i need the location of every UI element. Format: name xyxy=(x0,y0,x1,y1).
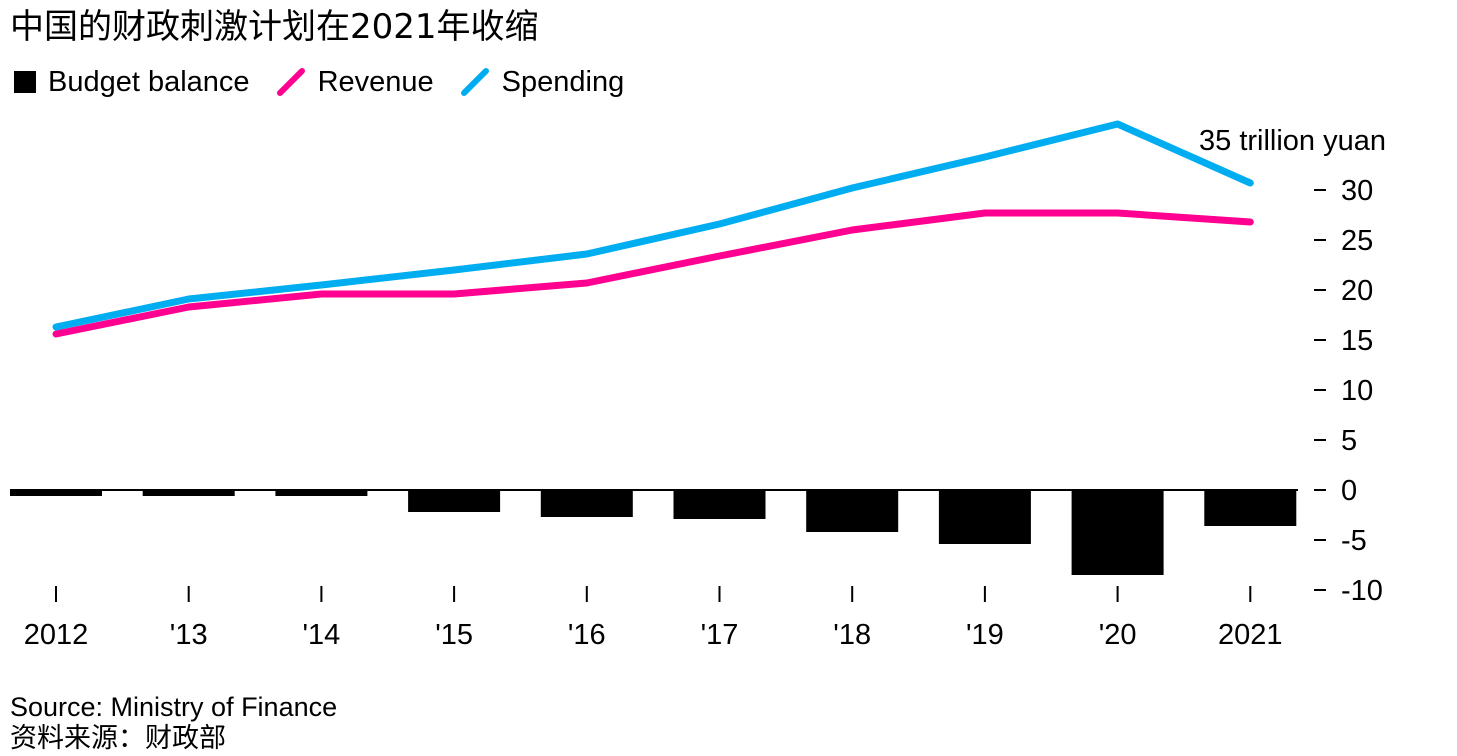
bar-budget-balance-4 xyxy=(540,490,633,517)
chart-plot: 35 trillion yuan 30 25 20 15 10 5 0 -5 -10 2012 '13… xyxy=(10,120,1386,651)
bar-budget-balance-2 xyxy=(275,490,368,496)
legend: Budget balance Revenue Spending xyxy=(14,62,650,102)
y-tick-label-25: 25 xyxy=(1341,225,1373,257)
legend-swatch-budget-balance xyxy=(14,71,36,93)
chart-title: 中国的财政刺激计划在2021年收缩 xyxy=(10,7,539,47)
x-tick-label-6: '18 xyxy=(833,619,871,651)
x-tick-label-2: '14 xyxy=(303,619,341,651)
y-tick-label--10: -10 xyxy=(1341,575,1383,607)
x-tick-label-3: '15 xyxy=(435,619,473,651)
bar-budget-balance-8 xyxy=(1071,490,1164,575)
x-tick-label-4: '16 xyxy=(568,619,606,651)
bar-budget-balance-6 xyxy=(806,490,899,532)
legend-item-budget-balance: Budget balance xyxy=(14,66,250,99)
x-tick-label-7: '19 xyxy=(966,619,1004,651)
y-tick-label-10: 10 xyxy=(1341,375,1373,407)
y-tick-label-5: 5 xyxy=(1341,425,1357,457)
line-revenue xyxy=(52,209,1254,338)
source-note: Source: Ministry of Finance xyxy=(10,692,338,722)
x-tick-label-0: 2012 xyxy=(24,619,89,651)
y-tick-label-20: 20 xyxy=(1341,275,1373,307)
bar-budget-balance-3 xyxy=(408,490,501,512)
legend-label-revenue: Revenue xyxy=(317,65,434,98)
x-tick-label-5: '17 xyxy=(701,619,739,651)
bar-budget-balance-0 xyxy=(10,490,102,496)
source-note-chinese: 资料来源：财政部 xyxy=(10,723,226,754)
legend-item-revenue: Revenue xyxy=(276,66,434,99)
bar-budget-balance-9 xyxy=(1204,490,1297,526)
line-spending xyxy=(52,120,1254,331)
bar-budget-balance-5 xyxy=(673,490,766,519)
y-tick-label-15: 15 xyxy=(1341,325,1373,357)
y-tick-label-35: 35 trillion yuan xyxy=(1199,125,1386,157)
legend-item-spending: Spending xyxy=(460,65,625,99)
x-tick-label-1: '13 xyxy=(170,619,208,651)
legend-swatch-revenue xyxy=(276,68,305,96)
y-tick-label-30: 30 xyxy=(1341,175,1373,207)
legend-label-spending: Spending xyxy=(501,65,625,98)
x-tick-label-9: 2021 xyxy=(1218,619,1283,651)
y-tick-label--5: -5 xyxy=(1341,525,1367,557)
y-tick-label-0: 0 xyxy=(1341,475,1357,507)
bar-budget-balance-1 xyxy=(142,490,235,496)
legend-swatch-spending xyxy=(460,68,489,96)
x-tick-label-8: '20 xyxy=(1099,619,1137,651)
legend-label-budget-balance: Budget balance xyxy=(48,65,250,98)
bar-budget-balance-7 xyxy=(938,490,1031,544)
